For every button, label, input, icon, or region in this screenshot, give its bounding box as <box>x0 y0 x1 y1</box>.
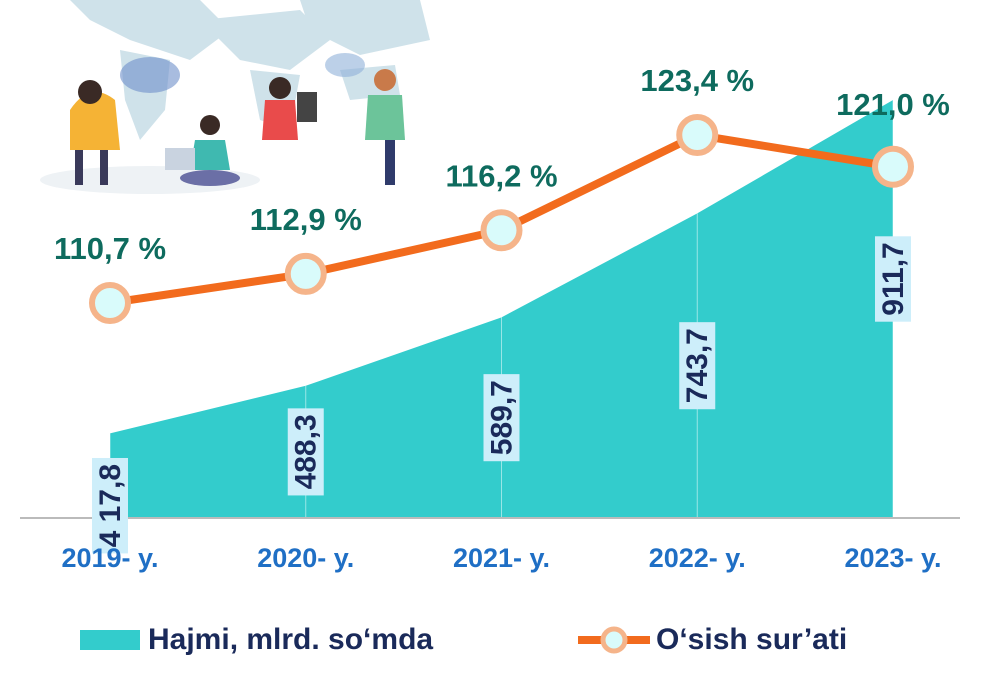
value-label-group: 488,3 <box>287 408 324 496</box>
value-label: 743,7 <box>681 328 714 403</box>
x-tick-label: 2022- y. <box>649 543 746 573</box>
value-label-box <box>679 322 716 410</box>
x-tick-label: 2023- y. <box>844 543 941 573</box>
rate-label: 123,4 % <box>640 63 754 98</box>
rate-label: 112,9 % <box>250 202 362 237</box>
value-label-box <box>92 457 128 554</box>
illustration <box>40 0 430 194</box>
x-tick-label: 2019- y. <box>61 543 158 573</box>
rate-label: 116,2 % <box>445 158 557 193</box>
value-label: 488,3 <box>290 414 323 489</box>
value-label-group: 4 17,8 <box>92 457 128 554</box>
x-tick-label: 2020- y. <box>257 543 354 573</box>
marker <box>89 282 131 324</box>
value-label: 589,7 <box>485 380 518 455</box>
value-label-group: 589,7 <box>483 374 520 462</box>
value-label-box <box>483 374 520 462</box>
value-label-box <box>875 236 911 322</box>
legend-marker <box>600 626 628 654</box>
value-label: 911,7 <box>877 242 910 315</box>
marker <box>872 145 914 188</box>
legend-swatch <box>80 630 140 650</box>
rate-label: 110,7 % <box>54 231 166 266</box>
marker <box>284 252 327 295</box>
value-label: 4 17,8 <box>94 464 127 547</box>
value-label-group: 911,7 <box>875 236 911 322</box>
marker <box>676 114 719 156</box>
marker <box>480 209 523 252</box>
legend-label: Hajmi, mlrd. so‘mda <box>148 623 433 656</box>
x-tick-label: 2021- y. <box>453 543 550 573</box>
legend-label: O‘sish sur’ati <box>656 623 847 656</box>
value-label-group: 743,7 <box>679 322 716 410</box>
rate-label: 121,0 % <box>836 87 950 122</box>
value-label-box <box>287 408 324 496</box>
